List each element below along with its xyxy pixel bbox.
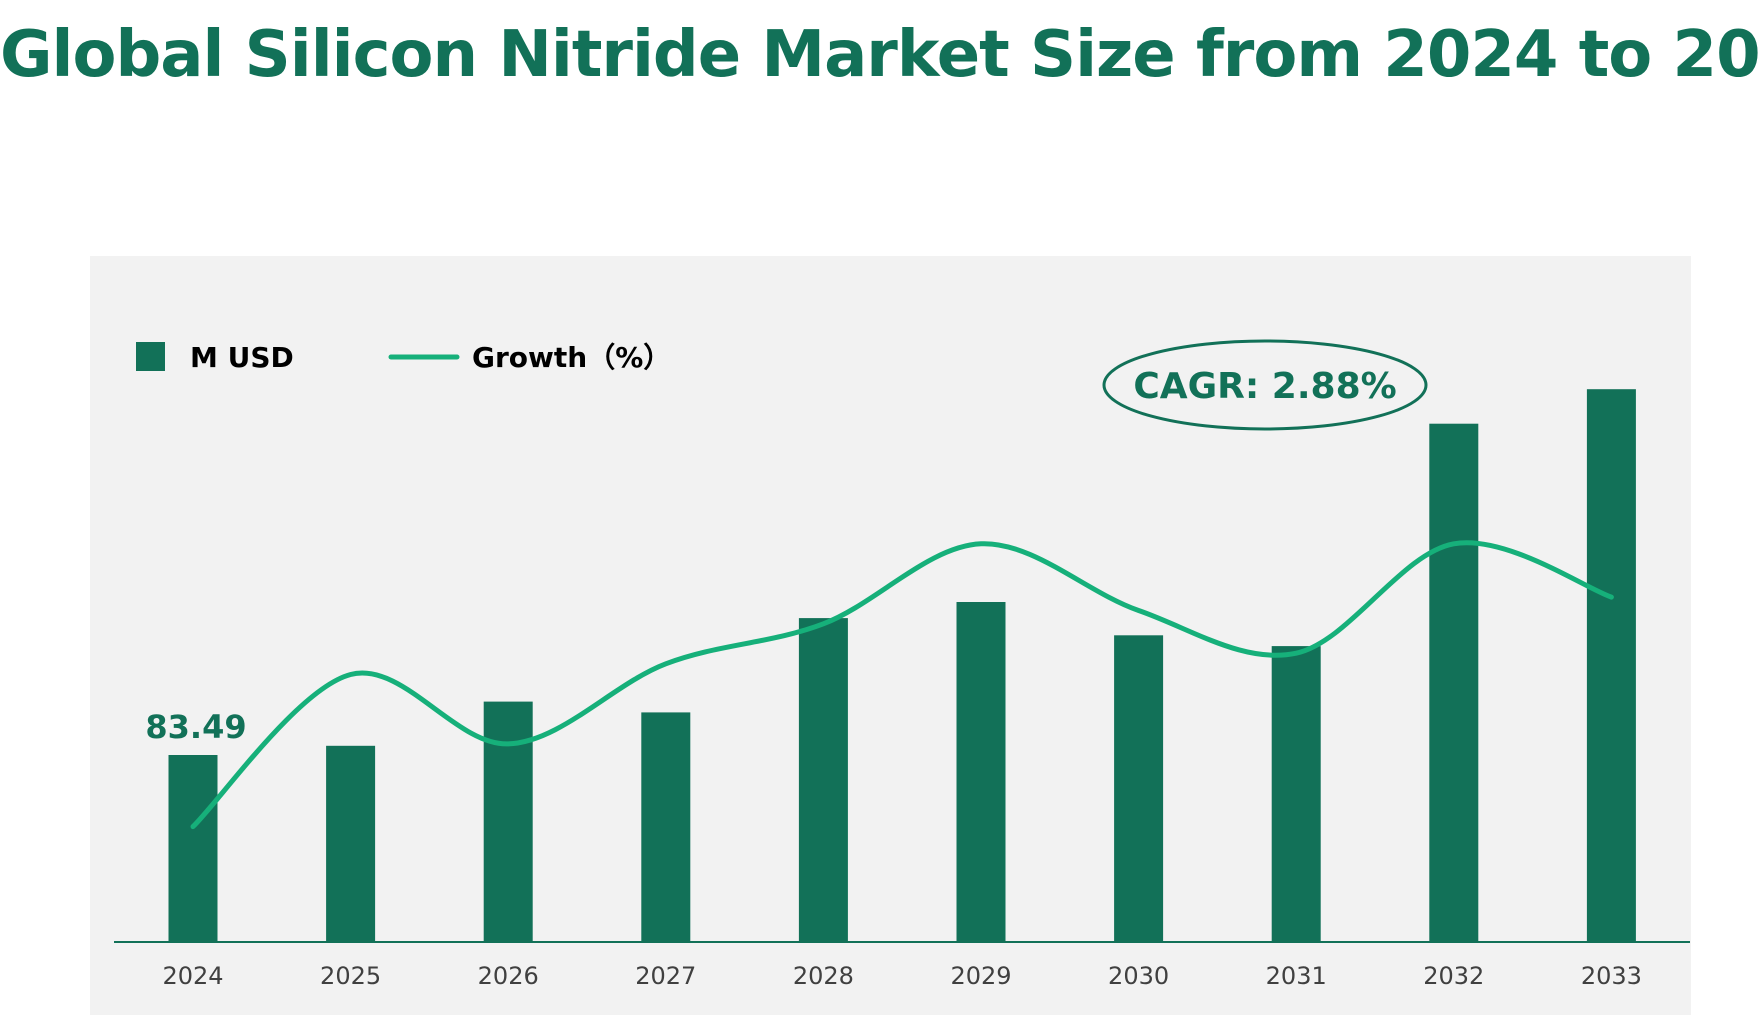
x-tick-label: 2024 — [162, 962, 223, 990]
x-tick-label: 2027 — [635, 962, 696, 990]
x-tick-label: 2028 — [793, 962, 854, 990]
x-tick-label: 2025 — [320, 962, 381, 990]
x-tick-label: 2031 — [1266, 962, 1327, 990]
legend-bar-swatch — [136, 342, 165, 371]
x-tick-label: 2030 — [1108, 962, 1169, 990]
data-label: 83.49 — [145, 708, 246, 746]
bar-2026 — [483, 701, 533, 942]
legend-bar-label: M USD — [190, 341, 294, 374]
legend-line-label: Growth（%） — [472, 341, 671, 374]
cagr-ellipse — [1102, 339, 1428, 431]
data-labels: 83.49 — [145, 708, 246, 746]
x-axis-ticks: 2024 2025 2026 2027 2028 2029 2030 2031 2032 2033 — [162, 962, 1641, 990]
bar-2029 — [956, 602, 1006, 942]
bar-2027 — [641, 712, 691, 942]
bar-2033 — [1586, 389, 1636, 942]
x-tick-label: 2032 — [1423, 962, 1484, 990]
bar-2025 — [326, 745, 376, 942]
x-tick-label: 2029 — [950, 962, 1011, 990]
legend: M USD Growth（%） — [136, 341, 671, 374]
bar-2024 — [168, 755, 218, 942]
bar-series — [168, 389, 1636, 942]
x-tick-label: 2033 — [1581, 962, 1642, 990]
cagr-badge: CAGR: 2.88% — [1102, 339, 1428, 431]
cagr-label: CAGR: 2.88% — [1133, 366, 1396, 407]
x-tick-label: 2026 — [478, 962, 539, 990]
chart-title: Global Silicon Nitride Market Size from … — [0, 18, 1761, 92]
bar-2028 — [798, 618, 848, 942]
bar-2031 — [1271, 646, 1321, 942]
growth-line — [190, 540, 1614, 830]
bar-2032 — [1429, 423, 1479, 942]
bar-2030 — [1114, 635, 1164, 942]
